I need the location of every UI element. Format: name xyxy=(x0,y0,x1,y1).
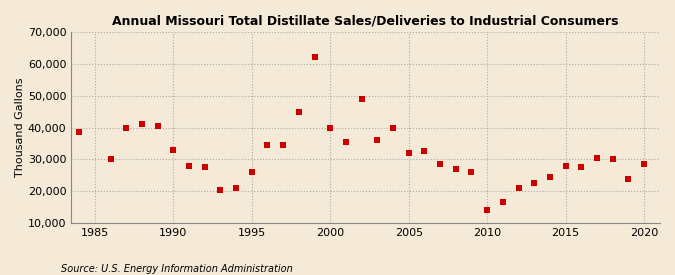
Point xyxy=(623,176,634,181)
Point xyxy=(325,125,335,130)
Point xyxy=(215,188,225,192)
Point xyxy=(639,162,649,166)
Point xyxy=(560,164,571,168)
Point xyxy=(356,97,367,101)
Point xyxy=(435,162,446,166)
Title: Annual Missouri Total Distillate Sales/Deliveries to Industrial Consumers: Annual Missouri Total Distillate Sales/D… xyxy=(112,15,619,28)
Point xyxy=(231,186,242,190)
Point xyxy=(246,170,257,174)
Point xyxy=(403,151,414,155)
Point xyxy=(294,109,304,114)
Point xyxy=(513,186,524,190)
Point xyxy=(529,181,540,186)
Point xyxy=(74,130,84,134)
Point xyxy=(545,175,556,179)
Point xyxy=(608,157,618,162)
Point xyxy=(277,143,288,147)
Point xyxy=(152,124,163,128)
Point xyxy=(466,170,477,174)
Point xyxy=(576,165,587,170)
Y-axis label: Thousand Gallons: Thousand Gallons xyxy=(15,78,25,177)
Point xyxy=(482,208,493,213)
Point xyxy=(592,156,603,160)
Point xyxy=(340,140,351,144)
Point xyxy=(419,149,430,154)
Point xyxy=(450,167,461,171)
Point xyxy=(105,157,116,162)
Point xyxy=(372,138,383,142)
Point xyxy=(309,55,320,60)
Point xyxy=(387,125,398,130)
Point xyxy=(121,125,132,130)
Point xyxy=(497,200,508,205)
Point xyxy=(184,164,194,168)
Text: Source: U.S. Energy Information Administration: Source: U.S. Energy Information Administ… xyxy=(61,264,292,274)
Point xyxy=(262,143,273,147)
Point xyxy=(168,148,179,152)
Point xyxy=(136,122,147,127)
Point xyxy=(199,165,210,170)
